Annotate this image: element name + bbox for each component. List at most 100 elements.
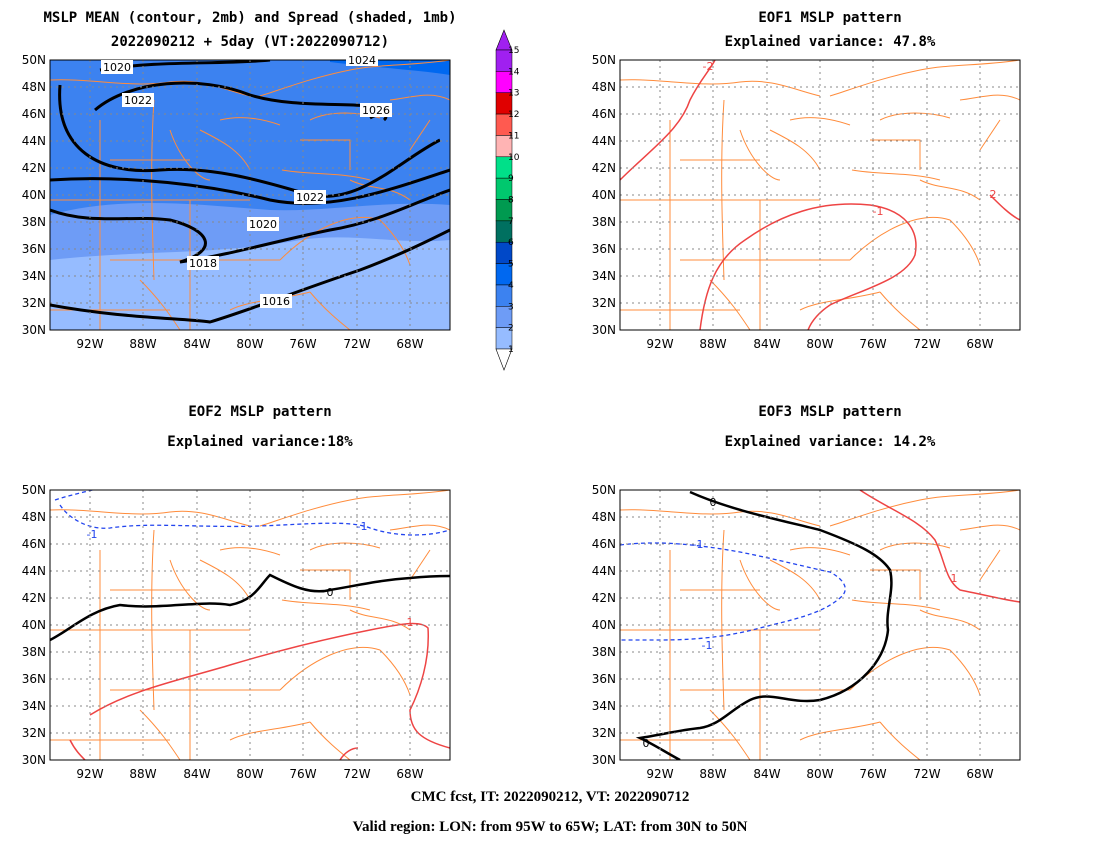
colorbar: 15 14 13 12 11 10 9 8 7 6 5 4 3 2 1 bbox=[495, 29, 520, 371]
colorbar-label: 2 bbox=[508, 324, 514, 334]
lat-tick-label: 34N bbox=[592, 269, 616, 283]
colorbar-label: 12 bbox=[508, 110, 519, 120]
contour-label: 0 bbox=[710, 496, 717, 509]
mean-map-panel: 1020 1022 1024 1026 1022 1020 1018 1016 bbox=[49, 54, 451, 331]
lat-tick-label: 44N bbox=[22, 134, 46, 148]
contour-label: 0 bbox=[327, 586, 334, 599]
contour-label: 1018 bbox=[189, 257, 217, 270]
lat-tick-label: 46N bbox=[592, 537, 616, 551]
colorbar-label: 3 bbox=[508, 302, 514, 312]
contour-label: 1022 bbox=[296, 191, 324, 204]
eof3-map-panel: 0 -1 -1 1 0 bbox=[619, 489, 1021, 761]
lat-tick-label: 42N bbox=[22, 591, 46, 605]
lon-tick-label: 88W bbox=[129, 767, 156, 781]
lon-tick-label: 84W bbox=[753, 337, 780, 351]
lat-tick-label: 44N bbox=[592, 564, 616, 578]
lat-tick-label: 34N bbox=[22, 269, 46, 283]
contour-label: 1022 bbox=[124, 94, 152, 107]
lat-tick-label: 42N bbox=[22, 161, 46, 175]
eof3-variance: Explained variance: 14.2% bbox=[724, 434, 936, 450]
contour-label: 1 bbox=[407, 616, 414, 629]
lat-tick-label: 38N bbox=[592, 645, 616, 659]
contour-label: 1 bbox=[951, 572, 958, 585]
lat-tick-label: 40N bbox=[22, 188, 46, 202]
lon-tick-label: 92W bbox=[646, 337, 673, 351]
lat-tick-label: 34N bbox=[592, 699, 616, 713]
lat-tick-label: 36N bbox=[592, 242, 616, 256]
contour-label: -1 bbox=[702, 639, 713, 652]
eof2-title: EOF2 MSLP pattern bbox=[188, 404, 332, 420]
lon-tick-label: 76W bbox=[859, 767, 886, 781]
colorbar-label: 1 bbox=[508, 345, 514, 355]
lon-tick-label: 72W bbox=[913, 337, 940, 351]
lat-tick-label: 42N bbox=[592, 591, 616, 605]
contour-label: 1020 bbox=[103, 61, 131, 74]
colorbar-label: 4 bbox=[508, 281, 514, 291]
mean-title-line1: MSLP MEAN (contour, 2mb) and Spread (sha… bbox=[43, 10, 457, 26]
contour-label: 1020 bbox=[249, 218, 277, 231]
lon-tick-label: 84W bbox=[183, 767, 210, 781]
lon-tick-label: 88W bbox=[699, 767, 726, 781]
lon-tick-label: 92W bbox=[646, 767, 673, 781]
colorbar-label: 14 bbox=[508, 67, 520, 77]
lat-tick-label: 32N bbox=[22, 296, 46, 310]
colorbar-label: 9 bbox=[508, 174, 514, 184]
footer-line2: Valid region: LON: from 95W to 65W; LAT:… bbox=[352, 819, 748, 835]
lon-tick-label: 72W bbox=[343, 767, 370, 781]
lon-tick-label: 80W bbox=[806, 337, 833, 351]
eof1-title: EOF1 MSLP pattern bbox=[758, 10, 902, 26]
lat-tick-label: 32N bbox=[22, 726, 46, 740]
lon-tick-label: 76W bbox=[289, 337, 316, 351]
colorbar-label: 7 bbox=[508, 217, 514, 227]
colorbar-label: 5 bbox=[508, 260, 514, 270]
footer-line1: CMC fcst, IT: 2022090212, VT: 2022090712 bbox=[410, 789, 690, 805]
lat-tick-label: 46N bbox=[592, 107, 616, 121]
lat-tick-label: 40N bbox=[592, 188, 616, 202]
lat-tick-label: 48N bbox=[592, 510, 616, 524]
lat-tick-label: 40N bbox=[22, 618, 46, 632]
lon-tick-label: 88W bbox=[129, 337, 156, 351]
contour-label: 1016 bbox=[262, 295, 290, 308]
lat-tick-label: 48N bbox=[592, 80, 616, 94]
eof2-variance: Explained variance:18% bbox=[167, 434, 353, 450]
lon-tick-label: 84W bbox=[753, 767, 780, 781]
lat-tick-label: 50N bbox=[22, 53, 46, 67]
eof3-title: EOF3 MSLP pattern bbox=[758, 404, 902, 420]
lat-tick-label: 36N bbox=[22, 672, 46, 686]
lat-tick-label: 32N bbox=[592, 726, 616, 740]
contour-label: 2 bbox=[990, 188, 997, 201]
mean-title-line2: 2022090212 + 5day (VT:2022090712) bbox=[110, 34, 390, 50]
lat-tick-label: 50N bbox=[592, 483, 616, 497]
contour-label: -1 bbox=[873, 205, 884, 218]
lon-tick-label: 72W bbox=[913, 767, 940, 781]
lat-tick-label: 32N bbox=[592, 296, 616, 310]
colorbar-label: 6 bbox=[508, 238, 514, 248]
lat-tick-label: 50N bbox=[22, 483, 46, 497]
lat-tick-label: 48N bbox=[22, 510, 46, 524]
lon-tick-label: 68W bbox=[966, 337, 993, 351]
lat-tick-label: 30N bbox=[592, 323, 616, 337]
lat-tick-label: 38N bbox=[22, 215, 46, 229]
colorbar-label: 15 bbox=[508, 46, 519, 56]
contour-label: -1 bbox=[87, 528, 98, 541]
lat-tick-label: 38N bbox=[22, 645, 46, 659]
lat-tick-label: 30N bbox=[22, 753, 46, 767]
lon-tick-label: 88W bbox=[699, 337, 726, 351]
lat-tick-label: 42N bbox=[592, 161, 616, 175]
lon-tick-label: 80W bbox=[806, 767, 833, 781]
lon-tick-label: 84W bbox=[183, 337, 210, 351]
lon-tick-label: 76W bbox=[859, 337, 886, 351]
lon-tick-label: 68W bbox=[396, 767, 423, 781]
lat-tick-label: 36N bbox=[22, 242, 46, 256]
eof1-variance: Explained variance: 47.8% bbox=[724, 34, 936, 50]
contour-label: -1 bbox=[357, 520, 368, 533]
lat-tick-label: 44N bbox=[22, 564, 46, 578]
lat-tick-label: 40N bbox=[592, 618, 616, 632]
lon-tick-label: 76W bbox=[289, 767, 316, 781]
lat-tick-label: 44N bbox=[592, 134, 616, 148]
lon-tick-label: 72W bbox=[343, 337, 370, 351]
lat-tick-label: 48N bbox=[22, 80, 46, 94]
eof1-map-panel: -2 -1 2 bbox=[619, 59, 1021, 331]
lon-tick-label: 68W bbox=[966, 767, 993, 781]
